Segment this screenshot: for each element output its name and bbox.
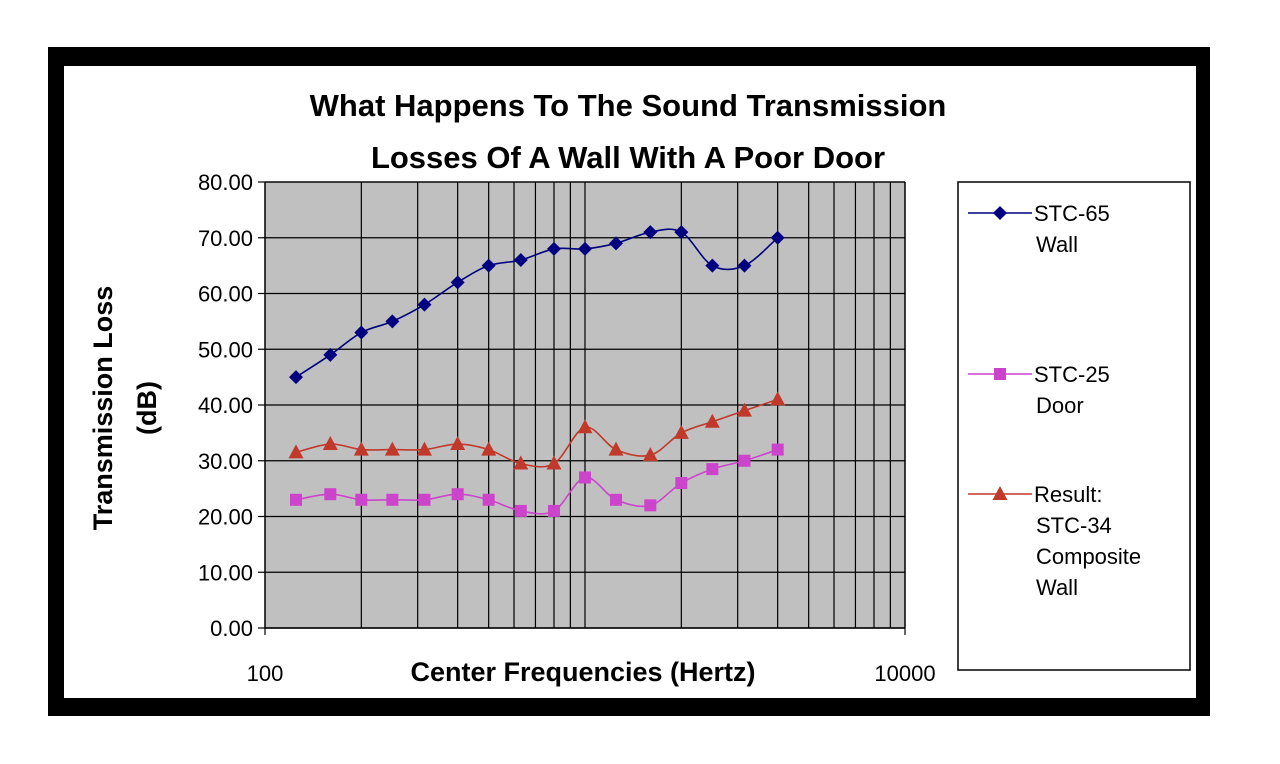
data-point <box>513 253 528 268</box>
legend-label: STC-65 <box>1034 201 1110 226</box>
data-point <box>704 413 720 428</box>
data-point <box>644 499 657 512</box>
data-point <box>481 258 496 273</box>
data-point <box>386 493 399 506</box>
x-tick-label: 100 <box>247 661 284 686</box>
chart-title-line-2: Losses Of A Wall With A Poor Door <box>371 140 885 175</box>
gridlines <box>264 181 906 629</box>
data-point <box>608 441 624 456</box>
data-point <box>451 488 464 501</box>
data-point <box>770 391 786 406</box>
x-axis-ticks: 100 10000 <box>247 628 936 686</box>
legend-swatch-marker <box>992 486 1008 500</box>
data-point <box>577 419 593 434</box>
data-point <box>355 493 368 506</box>
data-point <box>418 493 431 506</box>
y-tick-label: 60.00 <box>198 282 253 307</box>
data-point <box>513 455 529 470</box>
data-point <box>450 275 465 290</box>
legend-entry-1: STC-65 Wall <box>968 201 1110 257</box>
legend-label: Result: <box>1034 482 1102 507</box>
y-tick-label: 0.00 <box>210 616 253 641</box>
series-3 <box>288 391 786 470</box>
data-point <box>643 225 658 240</box>
legend: STC-65 Wall STC-25 Door Result: STC-34 Composi… <box>957 181 1191 671</box>
data-point <box>705 258 720 273</box>
data-point <box>675 477 688 490</box>
data-point <box>578 241 592 256</box>
y-tick-label: 70.00 <box>198 226 253 251</box>
legend-box <box>957 181 1191 671</box>
data-point <box>609 236 624 251</box>
data-point <box>288 444 304 459</box>
y-axis-label-line-2: (dB) <box>132 381 162 435</box>
legend-swatch-marker <box>993 206 1007 220</box>
legend-label: STC-34 <box>1036 513 1112 538</box>
chart-title-line-1: What Happens To The Sound Transmission <box>310 88 947 123</box>
y-axis-label-line-1: Transmission Loss <box>88 286 118 531</box>
y-axis-ticks: 0.00 10.00 20.00 30.00 40.00 50.00 60.00 70.00 8… <box>198 170 265 641</box>
data-point <box>547 504 560 517</box>
data-point <box>416 441 432 456</box>
legend-swatch-marker <box>994 368 1006 380</box>
data-point <box>673 424 689 439</box>
data-point <box>289 370 304 385</box>
data-point <box>481 441 497 456</box>
data-point <box>738 454 751 467</box>
series-line <box>295 398 778 468</box>
legend-label: STC-25 <box>1034 362 1110 387</box>
legend-label: Door <box>1036 393 1084 418</box>
data-point <box>736 402 752 417</box>
data-point <box>385 314 400 329</box>
data-point <box>706 463 719 476</box>
y-tick-label: 10.00 <box>198 560 253 585</box>
y-tick-label: 20.00 <box>198 505 253 530</box>
series-2 <box>290 443 784 517</box>
series-1 <box>289 225 785 385</box>
data-point <box>354 325 369 340</box>
data-point <box>450 436 466 451</box>
legend-entry-3: Result: STC-34 Composite Wall <box>968 482 1141 600</box>
data-series <box>288 225 786 517</box>
data-point <box>770 230 785 245</box>
data-point <box>579 471 591 484</box>
x-axis-label: Center Frequencies (Hertz) <box>410 657 755 687</box>
legend-label: Wall <box>1036 232 1078 257</box>
series-line <box>295 228 779 378</box>
data-point <box>323 347 338 362</box>
legend-label: Wall <box>1036 575 1078 600</box>
data-point <box>290 493 303 506</box>
data-point <box>546 241 561 256</box>
y-tick-label: 80.00 <box>198 170 253 195</box>
data-point <box>610 493 623 506</box>
data-point <box>482 493 495 506</box>
y-tick-label: 30.00 <box>198 449 253 474</box>
legend-entry-2: STC-25 Door <box>968 362 1110 418</box>
legend-label: Composite <box>1036 544 1141 569</box>
x-tick-label: 10000 <box>874 661 935 686</box>
series-line <box>295 448 778 515</box>
data-point <box>324 488 337 501</box>
data-point <box>737 258 752 273</box>
data-point <box>353 441 369 456</box>
data-point <box>674 225 689 240</box>
data-point <box>546 455 562 470</box>
data-point <box>384 441 400 456</box>
data-point <box>514 504 527 517</box>
data-point <box>771 443 784 456</box>
y-tick-label: 40.00 <box>198 393 253 418</box>
y-tick-label: 50.00 <box>198 337 253 362</box>
data-point <box>642 447 658 462</box>
data-point <box>417 297 432 312</box>
data-point <box>322 436 338 451</box>
y-axis-label: Transmission Loss (dB) <box>88 286 162 531</box>
